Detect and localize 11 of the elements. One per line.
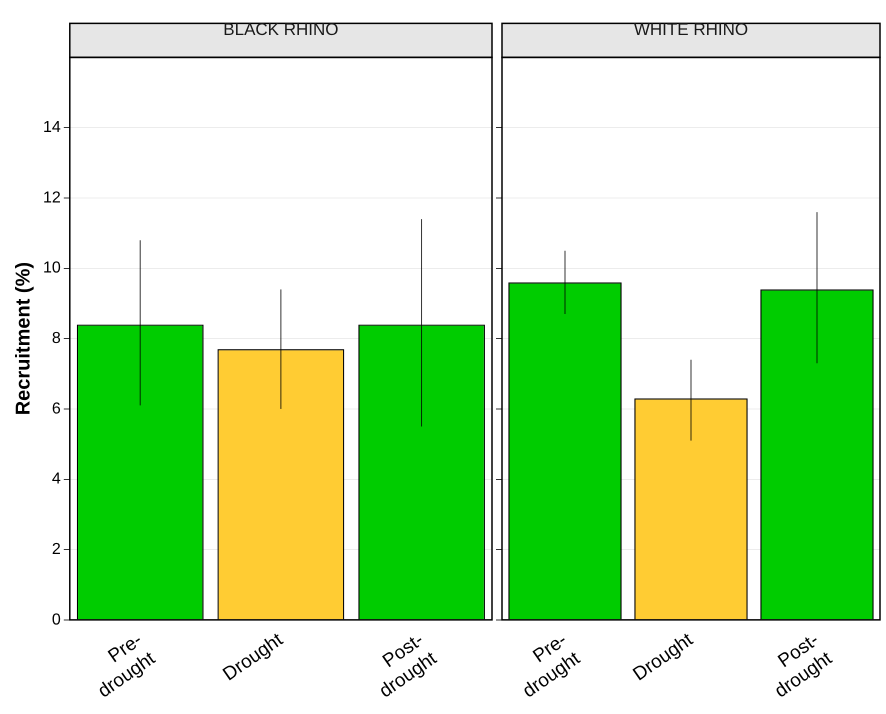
y-tick-label: 10 (43, 260, 61, 277)
y-tick-label: 2 (52, 540, 61, 558)
y-axis-title: Recruitment (%) (12, 262, 35, 416)
y-tick-label: 0 (52, 611, 61, 628)
y-tick-label: 8 (52, 330, 61, 348)
y-tick-label: 12 (43, 189, 61, 206)
y-tick-label: 6 (52, 400, 61, 418)
y-tick-label: 4 (52, 470, 61, 488)
chart-title: WHITE RHINO (634, 20, 748, 39)
chart-title: BLACK RHINO (223, 20, 339, 39)
y-tick-label: 14 (43, 119, 61, 136)
